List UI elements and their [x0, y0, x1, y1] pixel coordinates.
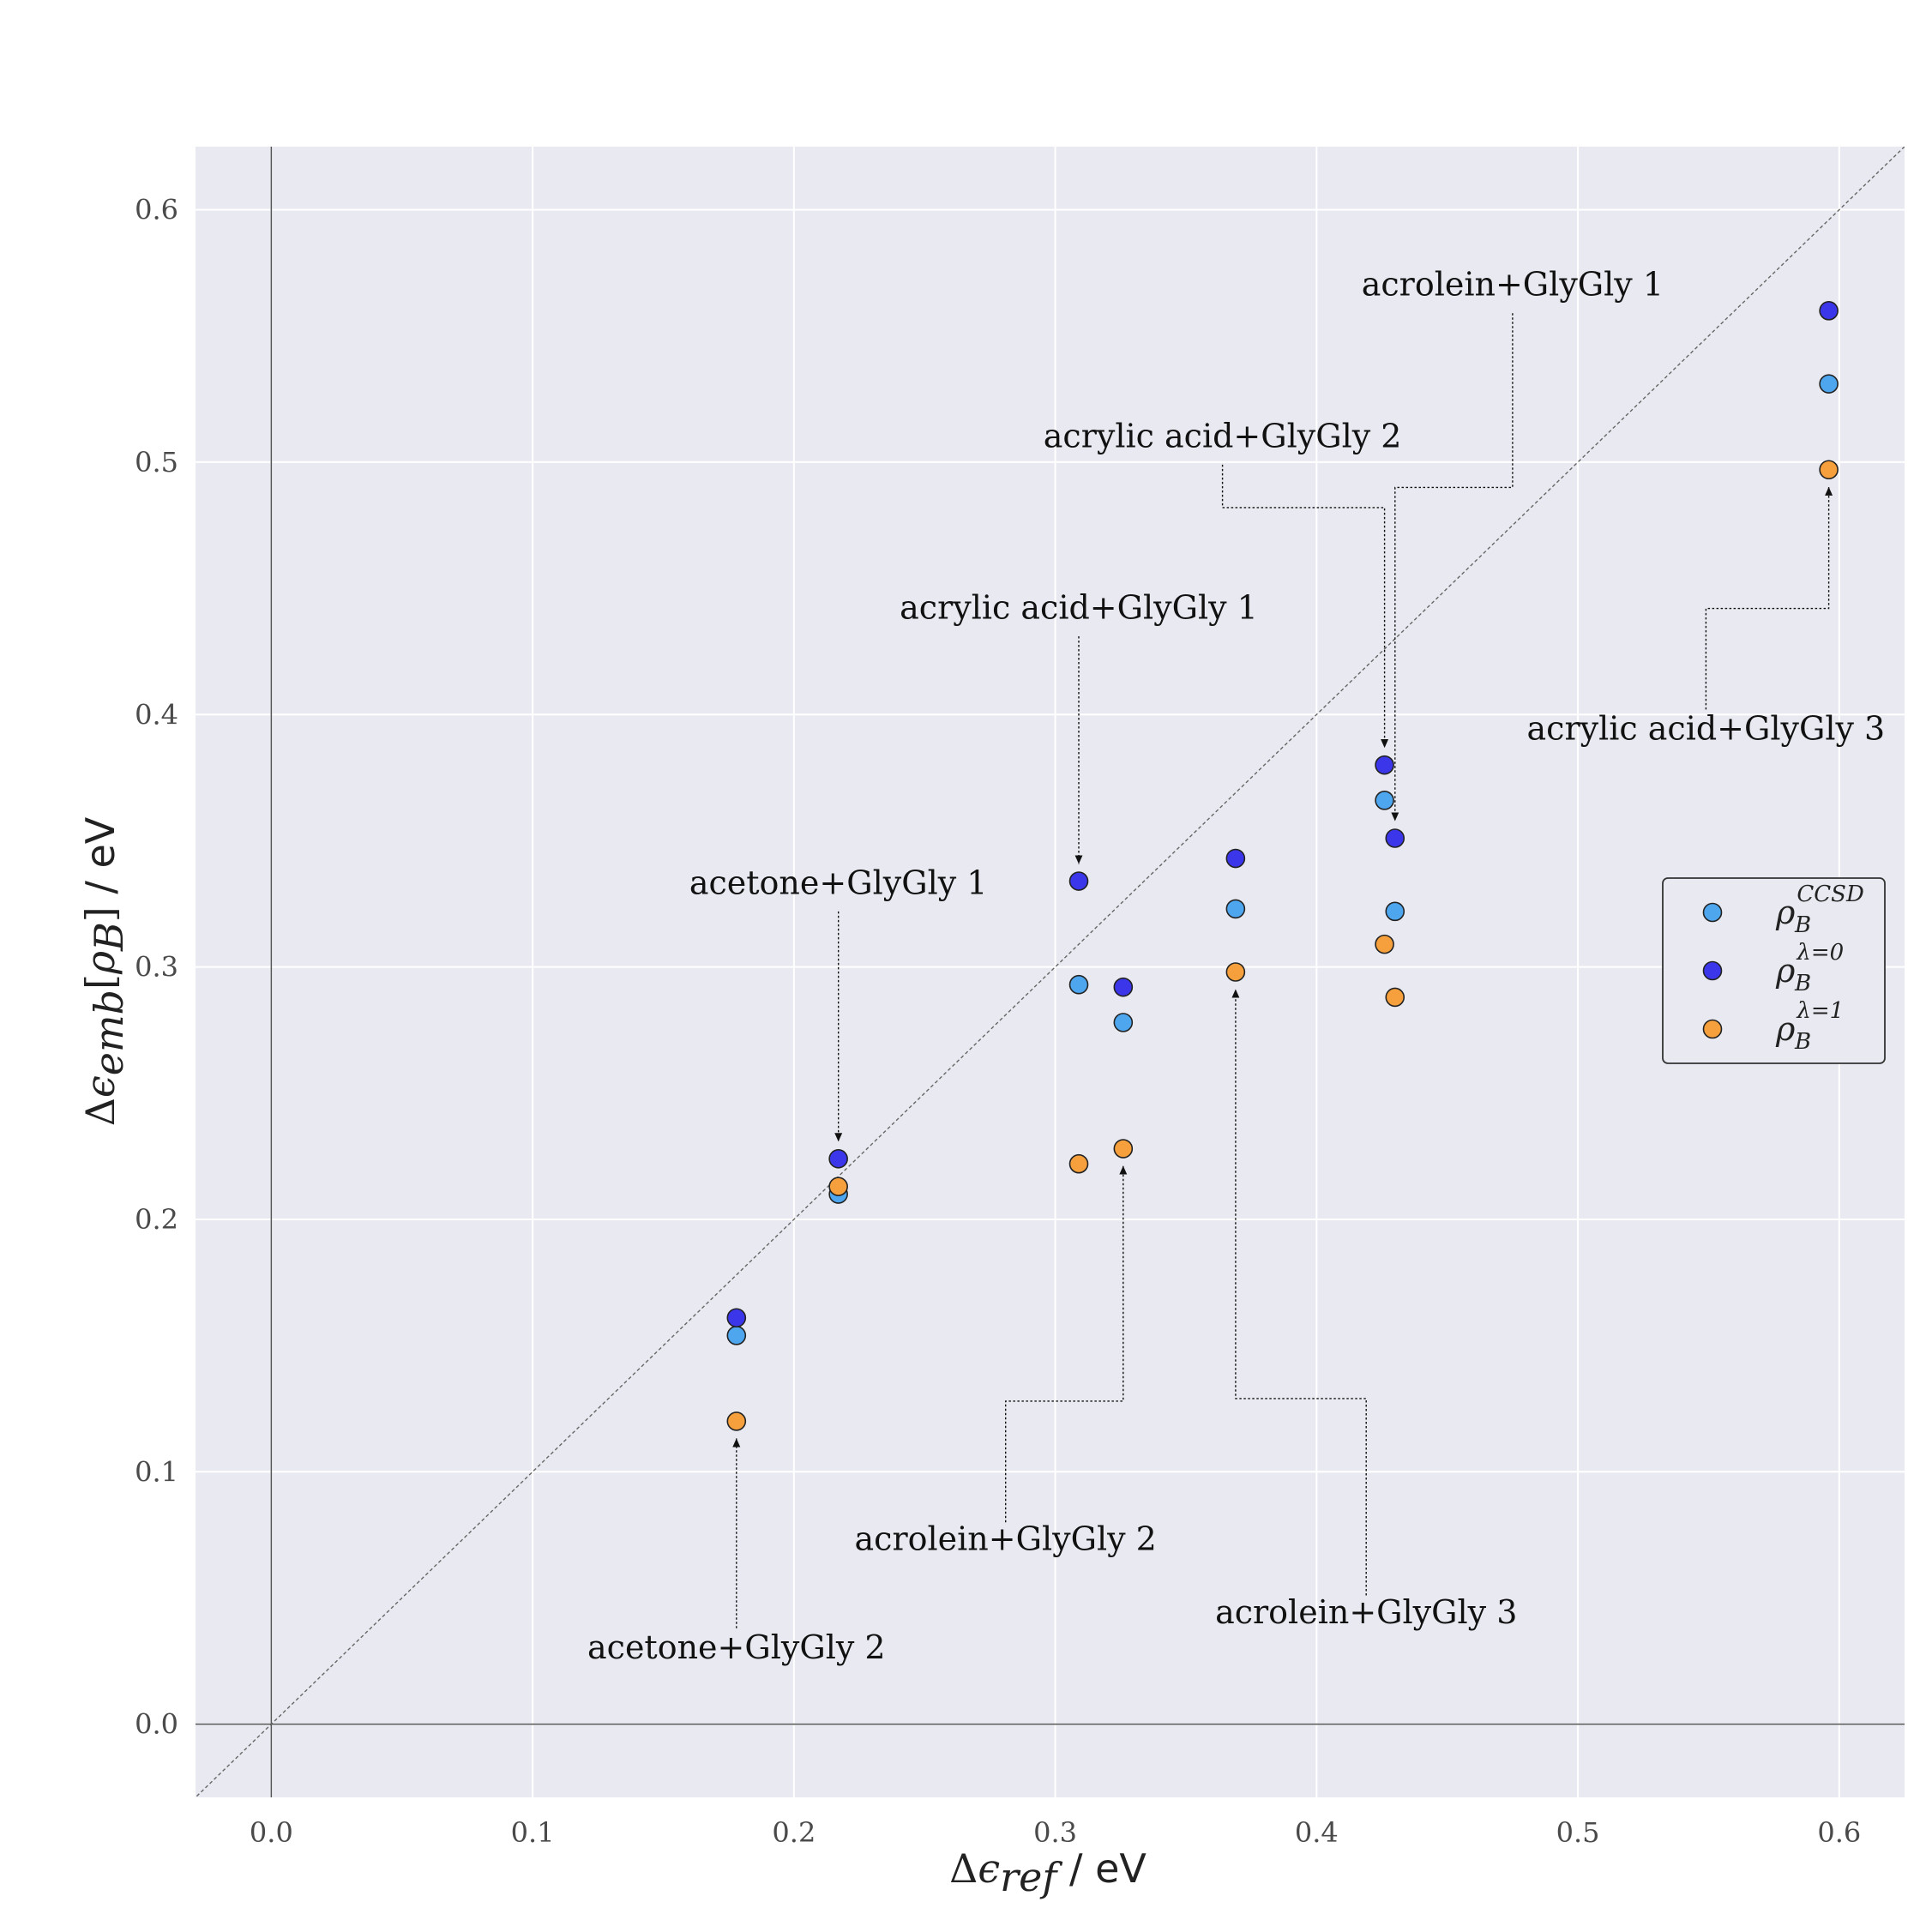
annotation-label: acrolein+GlyGly 2	[855, 1520, 1157, 1558]
annotation-label: acrylic acid+GlyGly 3	[1527, 710, 1886, 748]
data-point-series-3	[1068, 1153, 1089, 1174]
data-point-series-1	[1225, 899, 1246, 919]
y-tick-label: 0.3	[135, 951, 178, 984]
y-tick-label: 0.1	[135, 1455, 178, 1488]
annotation-arrow	[1004, 1165, 1128, 1523]
data-point-series-1	[1113, 1013, 1134, 1032]
annotation-label: acetone+GlyGly 1	[689, 864, 988, 901]
data-point-series-3	[828, 1177, 848, 1196]
data-point-series-2	[1375, 755, 1394, 775]
data-point-series-2	[1385, 828, 1405, 848]
legend-marker	[1702, 960, 1723, 981]
data-point-series-2	[828, 1149, 848, 1169]
x-tick-label: 0.0	[250, 1816, 293, 1849]
data-point-series-1	[1385, 901, 1405, 922]
annotation-arrow	[1221, 464, 1389, 749]
annotations: acetone+GlyGly 1 acetone+GlyGly 2 acrylic …	[587, 266, 1885, 1666]
annotation-label: acetone+GlyGly 2	[587, 1628, 886, 1666]
x-tick-label: 0.1	[511, 1816, 555, 1849]
annotation-label: acrolein+GlyGly 1	[1362, 266, 1664, 304]
data-point-series-1	[1819, 374, 1839, 394]
annotation-arrow	[1705, 486, 1833, 710]
data-point-series-3	[1819, 460, 1839, 480]
annotation-arrow	[1391, 313, 1514, 822]
annotation-arrow	[1231, 989, 1367, 1596]
annotation-label: acrylic acid+GlyGly 2	[1044, 417, 1402, 454]
data-point-series-2	[726, 1308, 747, 1328]
x-axis-label: Δϵref / eV	[949, 1845, 1147, 1900]
legend-label: ρλ=0 B	[1775, 940, 1844, 996]
data-point-series-1	[726, 1326, 747, 1345]
data-point-series-3	[1375, 934, 1394, 954]
y-axis-label: Δϵemb[ρB] / eV	[77, 816, 132, 1126]
data-point-series-3	[1113, 1139, 1134, 1159]
data-point-series-2	[1819, 301, 1839, 321]
x-axis-ticks: 0.0 0.1 0.2 0.3 0.4 0.5 0.6	[250, 1816, 1861, 1849]
y-tick-label: 0.5	[135, 446, 178, 478]
legend-box	[1662, 877, 1886, 1064]
reference-line	[196, 147, 1905, 1797]
x-tick-label: 0.6	[1817, 1816, 1861, 1849]
data-point-series-2	[1113, 977, 1134, 997]
data-point-series-3	[1225, 962, 1246, 982]
y-tick-label: 0.4	[135, 698, 178, 731]
data-point-series-3	[726, 1411, 747, 1431]
data-point-series-2	[1068, 871, 1089, 891]
zero-lines	[196, 147, 1905, 1797]
data-point-series-1	[1068, 974, 1089, 995]
x-tick-label: 0.5	[1556, 1816, 1600, 1849]
y-tick-label: 0.6	[135, 194, 178, 226]
legend-marker	[1702, 902, 1723, 923]
legend-marker	[1702, 1019, 1723, 1039]
legend: ρCCSD Bρλ=0 Bρλ=1 B	[1662, 877, 1886, 1064]
legend-label: ρCCSD B	[1775, 882, 1864, 938]
annotation-label: acrylic acid+GlyGly 1	[900, 588, 1258, 626]
data-point-series-1	[1375, 791, 1394, 810]
data-point-series-2	[1225, 848, 1246, 869]
legend-label: ρλ=1 B	[1775, 998, 1844, 1055]
y-tick-label: 0.0	[135, 1708, 178, 1741]
y-tick-label: 0.2	[135, 1203, 178, 1236]
annotation-label: acrolein+GlyGly 3	[1215, 1593, 1517, 1631]
x-tick-label: 0.3	[1033, 1816, 1077, 1849]
data-point-series-3	[1385, 987, 1405, 1008]
x-tick-label: 0.4	[1295, 1816, 1339, 1849]
diagonal-line	[196, 147, 1905, 1797]
plot-area	[196, 147, 1905, 1797]
y-axis-ticks: 0.0 0.1 0.2 0.3 0.4 0.5 0.6	[135, 194, 178, 1741]
x-tick-label: 0.2	[772, 1816, 816, 1849]
data-points	[726, 301, 1839, 1431]
